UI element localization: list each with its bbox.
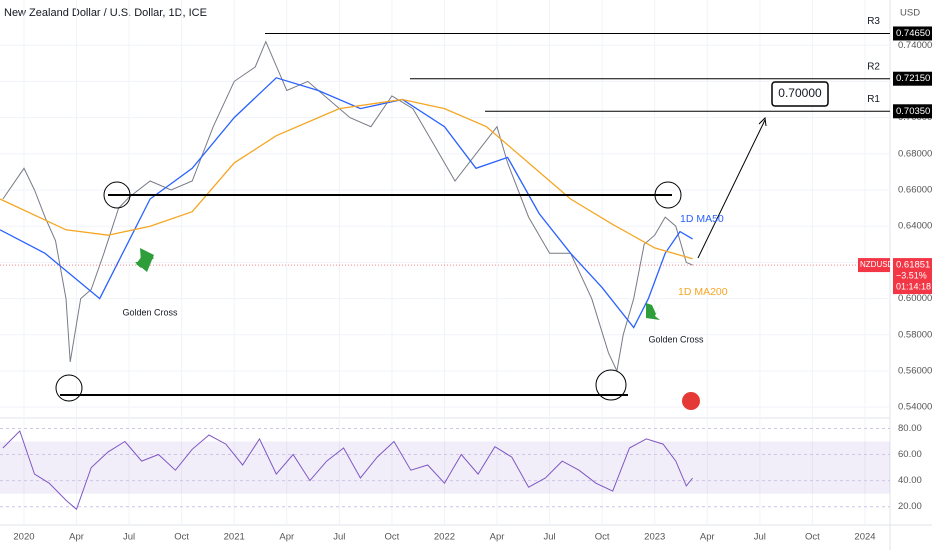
rsi-tick-label: 60.00 <box>898 449 922 460</box>
drawings <box>55 116 767 402</box>
green-arrows <box>135 248 662 320</box>
y-tick-label: 0.58000 <box>898 329 932 340</box>
x-tick-label: Oct <box>805 532 820 543</box>
y-tick-label: 0.64000 <box>898 221 932 232</box>
level-badge <box>893 104 932 119</box>
series-line <box>2 40 693 373</box>
change-label: −3.51% <box>896 270 927 280</box>
y-tick-label: 0.74000 <box>898 40 932 51</box>
x-tick-label: 2020 <box>13 532 34 543</box>
y-tick-label: 0.60000 <box>898 293 932 304</box>
target-label: 0.70000 <box>778 86 822 100</box>
x-tick-label: 2024 <box>854 532 875 543</box>
x-tick-label: 2023 <box>644 532 665 543</box>
last-price-label: 0.61851 <box>896 260 930 271</box>
ma50-label: 1D MA50 <box>680 213 724 225</box>
price-badge <box>893 258 932 295</box>
level-badge <box>893 26 932 41</box>
projection-arrow <box>697 119 766 259</box>
annotation: Golden Cross <box>648 334 704 344</box>
x-tick-label: Jul <box>544 532 556 543</box>
green-arrow <box>136 252 154 268</box>
x-tick-label: Jul <box>333 532 345 543</box>
target-box <box>771 81 829 107</box>
rsi-tick-label: 40.00 <box>898 475 922 486</box>
circle <box>595 369 627 401</box>
x-tick-label: Oct <box>595 532 610 543</box>
series-line <box>0 77 693 329</box>
green-arrow <box>646 300 662 320</box>
x-tick-label: 2021 <box>224 532 245 543</box>
x-tick-label: Jul <box>123 532 135 543</box>
series-line <box>0 98 693 260</box>
x-tick-label: Oct <box>174 532 189 543</box>
rsi-band <box>0 441 890 494</box>
level-label: 0.70350 <box>896 106 930 117</box>
symbol-badge <box>858 258 890 273</box>
y-tick-label: 0.54000 <box>898 402 932 413</box>
rsi-line <box>2 430 693 511</box>
x-tick-label: Jul <box>754 532 766 543</box>
level-badge <box>893 71 932 86</box>
y-tick-label: 0.68000 <box>898 148 932 159</box>
y-tick-label: 0.66000 <box>898 185 932 196</box>
level-name: R2 <box>867 61 880 72</box>
currency: USD <box>900 8 920 19</box>
countdown-label: 01:14:18 <box>896 281 931 291</box>
arrow-head <box>758 116 767 127</box>
x-tick-label: Apr <box>279 532 294 543</box>
ma200-label: 1D MA200 <box>678 286 728 298</box>
x-tick-label: Apr <box>490 532 505 543</box>
x-tick-label: Oct <box>385 532 400 543</box>
level-name: R1 <box>867 94 880 105</box>
level-name: R3 <box>867 16 880 27</box>
symbol-label: NZDUSD <box>860 260 894 269</box>
y-tick-label: 0.56000 <box>898 365 932 376</box>
chart-title: New Zealand Dollar / U.S. Dollar, 1D, IC… <box>4 7 207 19</box>
rsi-tick-label: 20.00 <box>898 501 922 512</box>
level-label: 0.74650 <box>896 28 930 39</box>
x-tick-label: 2022 <box>434 532 455 543</box>
x-tick-label: Apr <box>69 532 84 543</box>
annotation: Golden Cross <box>122 307 178 317</box>
circle <box>55 374 83 402</box>
x-tick-label: Apr <box>700 532 715 543</box>
rsi-tick-label: 80.00 <box>898 423 922 434</box>
level-label: 0.72150 <box>896 73 930 84</box>
event-icon[interactable] <box>682 392 700 410</box>
